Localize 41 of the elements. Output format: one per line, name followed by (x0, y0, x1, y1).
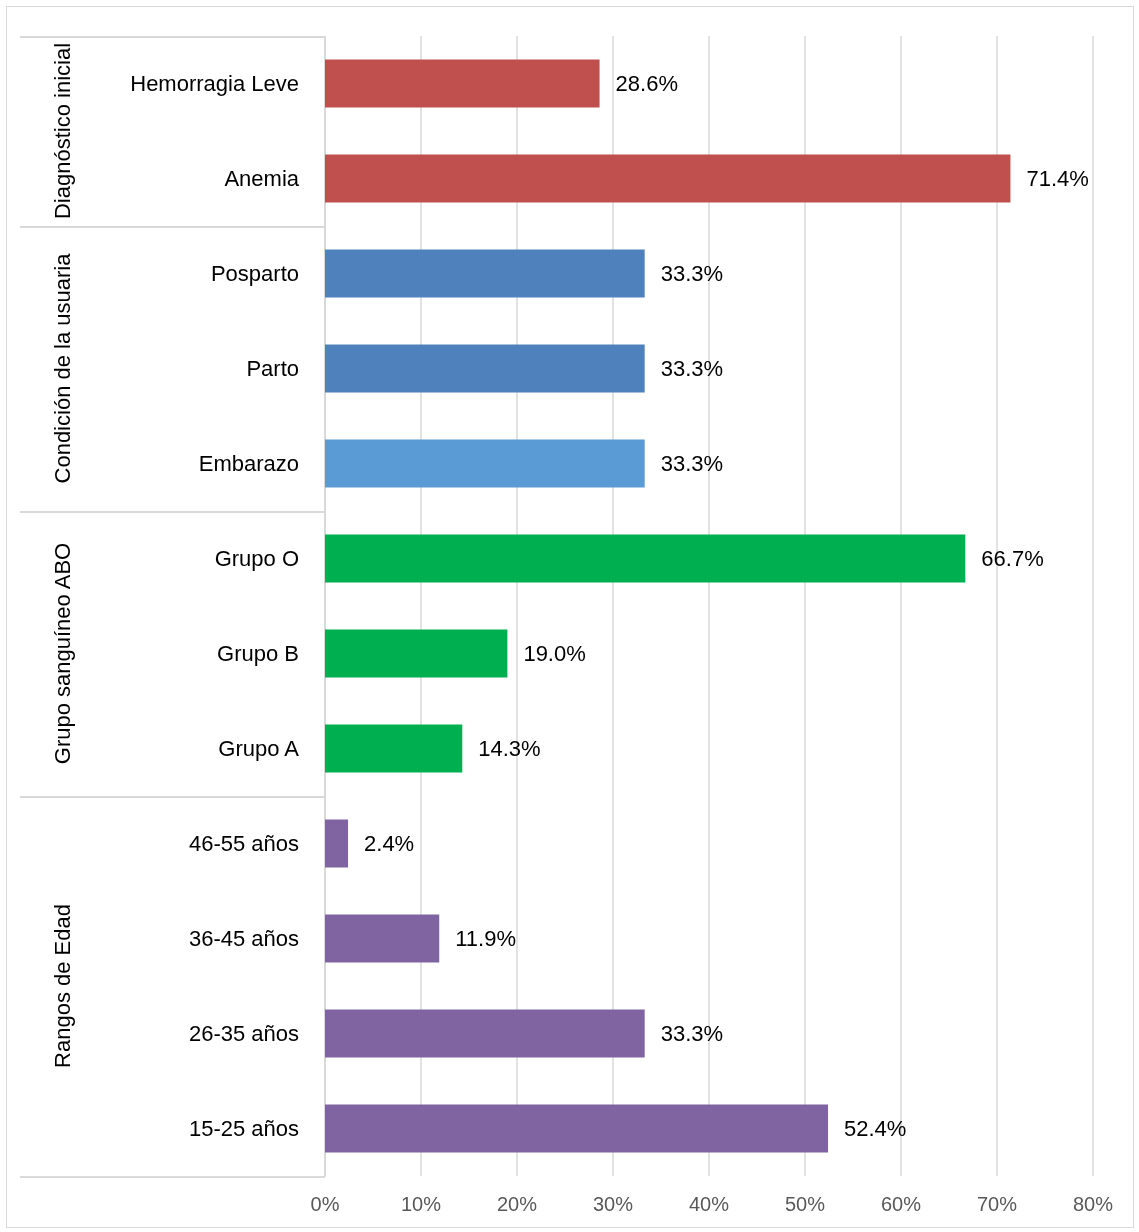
bar (325, 914, 440, 963)
y-tick-label: 46-55 años (188, 831, 299, 856)
x-tick-label: 10% (400, 1193, 442, 1215)
x-tick-label: 40% (688, 1193, 730, 1215)
data-label: 11.9% (455, 926, 516, 951)
x-tick-label: 20% (496, 1193, 538, 1215)
bar (325, 1009, 645, 1058)
y-tick-label: Hemorragia Leve (130, 71, 299, 96)
bar (325, 1104, 829, 1153)
y-tick-label: Posparto (210, 261, 299, 286)
data-label: 19.0% (523, 641, 586, 666)
y-tick-label: Embarazo (198, 451, 299, 476)
y-tick-label: Parto (246, 356, 299, 381)
data-label: 33.3% (660, 261, 724, 286)
data-label: 66.7% (981, 546, 1044, 571)
y-tick-label: Grupo A (218, 736, 300, 761)
x-tick-label: 80% (1072, 1193, 1114, 1215)
y-tick-label: 26-35 años (188, 1021, 299, 1046)
data-label: 52.4% (844, 1116, 907, 1141)
data-label: 33.3% (660, 356, 724, 381)
y-axis-title: Grupo sanguíneo ABO (49, 542, 75, 765)
data-label: 14.3% (478, 736, 541, 761)
bar (325, 819, 349, 868)
x-tick-label: 70% (976, 1193, 1018, 1215)
data-label: 71.4% (1026, 166, 1089, 191)
data-label: 28.6% (615, 71, 678, 96)
y-axis-title: Diagnóstico inicial (49, 42, 75, 220)
data-label: 2.4% (364, 831, 415, 856)
data-label: 33.3% (660, 451, 724, 476)
y-tick-label: Grupo B (217, 641, 299, 666)
x-tick-label: 0% (310, 1193, 340, 1215)
y-axis-title: Condición de la usuaria (49, 252, 75, 484)
y-tick-label: Anemia (224, 166, 300, 191)
y-tick-label: 36-45 años (188, 926, 299, 951)
x-tick-label: 60% (880, 1193, 922, 1215)
y-tick-label: Grupo O (214, 546, 299, 571)
x-tick-label: 30% (592, 1193, 634, 1215)
y-tick-label: 15-25 años (188, 1116, 299, 1141)
y-axis-title: Rangos de Edad (49, 904, 75, 1068)
x-tick-label: 50% (784, 1193, 826, 1215)
data-label: 33.3% (660, 1021, 724, 1046)
